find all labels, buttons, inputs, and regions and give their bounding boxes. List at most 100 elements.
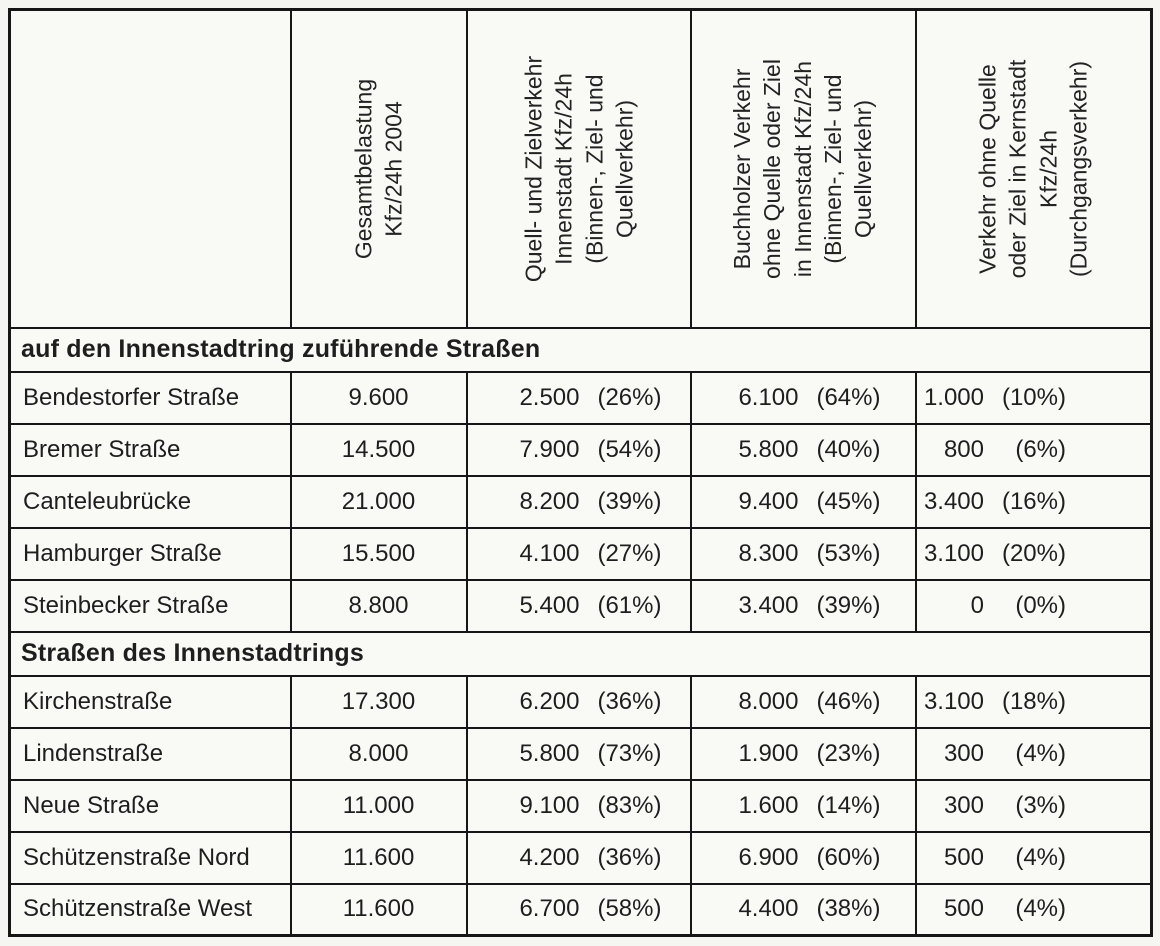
table-row: Schützenstraße West 11.600 6.700 (58%) 4.…: [8, 882, 1153, 937]
percent: (53%): [816, 539, 881, 567]
origin-destination-cell: 4.200 (36%): [465, 830, 692, 885]
percent: (10%): [1001, 383, 1066, 411]
value: 6.900: [738, 843, 799, 871]
section-title: Straßen des Innenstadtrings: [8, 630, 1153, 677]
total-load-cell: 9.600: [289, 370, 468, 425]
table-row: Bremer Straße 14.500 7.900 (54%) 5.800 (40…: [8, 422, 1153, 477]
value: 7.900: [519, 435, 580, 463]
percent: (36%): [597, 843, 662, 871]
street-name-cell: Bendestorfer Straße: [8, 370, 292, 425]
table-row: Canteleubrücke 21.000 8.200 (39%) 9.400 (4…: [8, 474, 1153, 529]
non-origin-cell: 6.900 (60%): [689, 830, 917, 885]
value: 3.100: [923, 687, 984, 715]
percent: (18%): [1001, 687, 1066, 715]
percent: (39%): [597, 487, 662, 515]
through-traffic-cell: 300 (4%): [914, 726, 1153, 781]
percent: (4%): [1015, 895, 1066, 923]
column-header-label: Quell- und Zielverkehr Innenstadt Kfz/24…: [519, 55, 637, 282]
value: 6.100: [738, 383, 799, 411]
value: 2.500: [519, 383, 580, 411]
non-origin-cell: 1.900 (23%): [689, 726, 917, 781]
non-origin-cell: 5.800 (40%): [689, 422, 917, 477]
value: 6.700: [519, 895, 580, 923]
value: 8.000: [738, 687, 799, 715]
column-header-quell-zielverkehr: Quell- und Zielverkehr Innenstadt Kfz/24…: [465, 8, 692, 329]
total-load-cell: 8.000: [289, 726, 468, 781]
percent: (40%): [816, 435, 881, 463]
street-name-cell: Steinbecker Straße: [8, 578, 292, 633]
total-load-cell: 15.500: [289, 526, 468, 581]
percent: (73%): [597, 739, 662, 767]
percent: (3%): [1015, 791, 1066, 819]
table-header-row: Gesamtbelastung Kfz/24h 2004 Quell- und …: [8, 8, 1153, 329]
total-load-cell: 14.500: [289, 422, 468, 477]
percent: (0%): [1015, 591, 1066, 619]
section-title: auf den Innenstadtring zuführende Straße…: [8, 326, 1153, 373]
through-traffic-cell: 300 (3%): [914, 778, 1153, 833]
value: 9.100: [519, 791, 580, 819]
street-name-cell: Bremer Straße: [8, 422, 292, 477]
percent: (83%): [597, 791, 662, 819]
percent: (38%): [816, 895, 881, 923]
non-origin-cell: 8.300 (53%): [689, 526, 917, 581]
value: 1.000: [923, 383, 984, 411]
origin-destination-cell: 7.900 (54%): [465, 422, 692, 477]
value: 1.900: [738, 739, 799, 767]
street-name-cell: Lindenstraße: [8, 726, 292, 781]
traffic-statistics-table: Gesamtbelastung Kfz/24h 2004 Quell- und …: [8, 8, 1153, 937]
value: 8.300: [738, 539, 799, 567]
percent: (14%): [816, 791, 881, 819]
value: 3.400: [923, 487, 984, 515]
table-row: Bendestorfer Straße 9.600 2.500 (26%) 6.1…: [8, 370, 1153, 425]
percent: (46%): [816, 687, 881, 715]
percent: (39%): [816, 591, 881, 619]
table-row: Hamburger Straße 15.500 4.100 (27%) 8.300…: [8, 526, 1153, 581]
origin-destination-cell: 6.700 (58%): [465, 882, 692, 937]
street-name-cell: Canteleubrücke: [8, 474, 292, 529]
total-load-cell: 11.600: [289, 882, 468, 937]
column-header-durchgangsverkehr: Verkehr ohne Quelle oder Ziel in Kernsta…: [914, 8, 1153, 329]
table-row: Kirchenstraße 17.300 6.200 (36%) 8.000 (46…: [8, 674, 1153, 729]
origin-destination-cell: 5.800 (73%): [465, 726, 692, 781]
percent: (26%): [597, 383, 662, 411]
street-name-cell: Hamburger Straße: [8, 526, 292, 581]
street-name-cell: Neue Straße: [8, 778, 292, 833]
value: 9.400: [738, 487, 799, 515]
value: 6.200: [519, 687, 580, 715]
table-row: Steinbecker Straße 8.800 5.400 (61%) 3.40…: [8, 578, 1153, 633]
through-traffic-cell: 500 (4%): [914, 830, 1153, 885]
through-traffic-cell: 800 (6%): [914, 422, 1153, 477]
value: 500: [943, 843, 984, 871]
column-header-gesamtbelastung: Gesamtbelastung Kfz/24h 2004: [289, 8, 468, 329]
origin-destination-cell: 4.100 (27%): [465, 526, 692, 581]
percent: (23%): [816, 739, 881, 767]
value: 800: [943, 435, 984, 463]
percent: (20%): [1001, 539, 1066, 567]
origin-destination-cell: 2.500 (26%): [465, 370, 692, 425]
total-load-cell: 17.300: [289, 674, 468, 729]
percent: (64%): [816, 383, 881, 411]
percent: (60%): [816, 843, 881, 871]
percent: (58%): [597, 895, 662, 923]
column-header-label: Verkehr ohne Quelle oder Ziel in Kernsta…: [974, 59, 1092, 279]
table-row: Neue Straße 11.000 9.100 (83%) 1.600 (14%)…: [8, 778, 1153, 833]
corner-header-cell: [8, 8, 292, 329]
value: 1.600: [738, 791, 799, 819]
value: 4.200: [519, 843, 580, 871]
through-traffic-cell: 500 (4%): [914, 882, 1153, 937]
street-name-cell: Schützenstraße Nord: [8, 830, 292, 885]
total-load-cell: 21.000: [289, 474, 468, 529]
percent: (36%): [597, 687, 662, 715]
non-origin-cell: 9.400 (45%): [689, 474, 917, 529]
total-load-cell: 11.600: [289, 830, 468, 885]
through-traffic-cell: 1.000 (10%): [914, 370, 1153, 425]
column-header-label: Gesamtbelastung Kfz/24h 2004: [350, 78, 407, 259]
section-header-row: auf den Innenstadtring zuführende Straße…: [8, 326, 1153, 373]
origin-destination-cell: 6.200 (36%): [465, 674, 692, 729]
percent: (54%): [597, 435, 662, 463]
through-traffic-cell: 3.400 (16%): [914, 474, 1153, 529]
origin-destination-cell: 5.400 (61%): [465, 578, 692, 633]
value: 4.400: [738, 895, 799, 923]
origin-destination-cell: 9.100 (83%): [465, 778, 692, 833]
through-traffic-cell: 0 (0%): [914, 578, 1153, 633]
